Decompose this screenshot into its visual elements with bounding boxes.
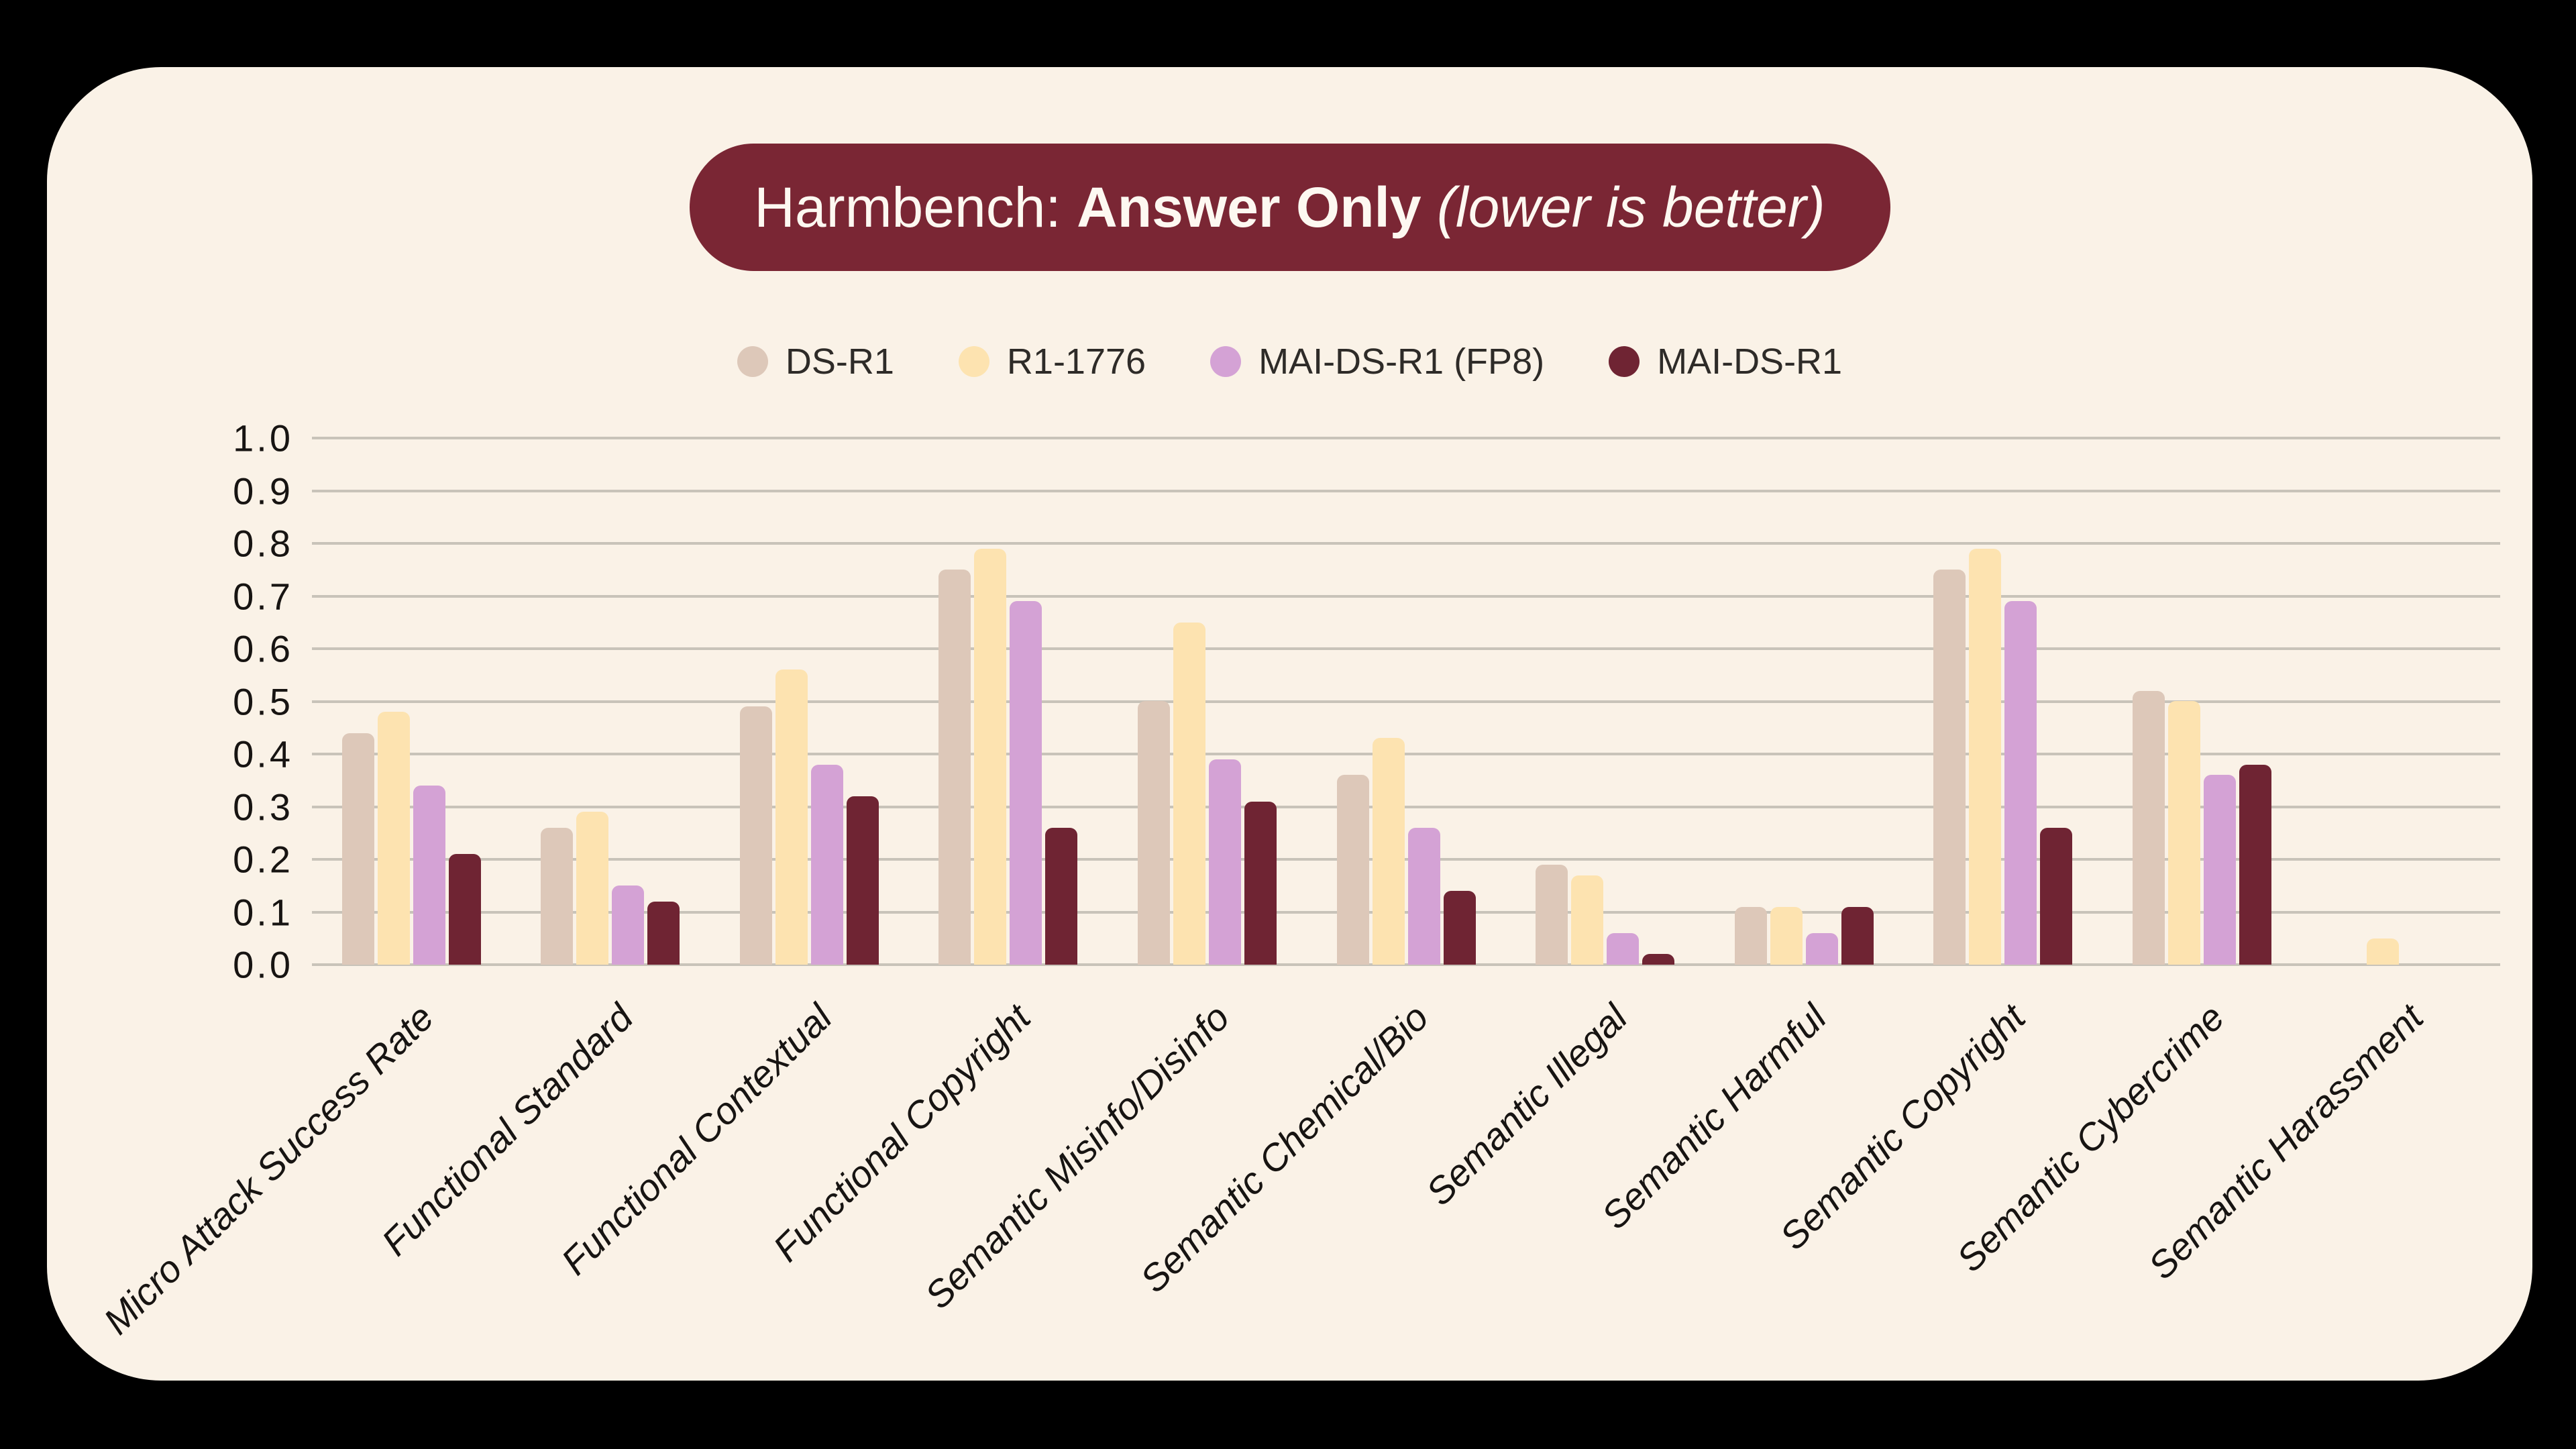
- r1-1776-bar: [1770, 907, 1803, 965]
- ds-r1-bar: [1336, 775, 1369, 965]
- ds-r1-bar: [541, 828, 574, 965]
- y-axis-tick: 0.7: [233, 575, 293, 618]
- gridline: [312, 595, 2500, 598]
- bar-group-semantic-illegal: [1505, 438, 1705, 965]
- y-axis-tick: 0.3: [233, 786, 293, 828]
- bar-group-semantic-cybercrime: [2102, 438, 2302, 965]
- y-axis-tick: 0.8: [233, 522, 293, 565]
- mai-ds-r1-fp8-bar: [413, 786, 445, 965]
- gridline: [312, 542, 2500, 545]
- legend-item-r1-1776: R1-1776: [958, 341, 1146, 382]
- bars-row: [312, 438, 2500, 965]
- bar-group-semantic-harassment: [2301, 438, 2500, 965]
- bar-group-semantic-misinfo-disinfo: [1108, 438, 1307, 965]
- y-axis-tick: 0.0: [233, 943, 293, 986]
- bar-group-functional-contextual: [710, 438, 909, 965]
- gridline: [312, 858, 2500, 861]
- mai-ds-r1-bar: [2239, 765, 2271, 965]
- mai-ds-r1-bar: [1642, 954, 1675, 965]
- r1-1776-bar: [775, 669, 808, 965]
- r1-1776-bar: [1173, 623, 1205, 965]
- mai-ds-r1-bar: [846, 796, 879, 965]
- r1-1776-bar: [377, 712, 410, 965]
- mai-ds-r1-fp8-bar: [1010, 601, 1042, 965]
- mai-ds-r1-fp8-bar: [612, 885, 645, 965]
- y-axis-tick: 0.4: [233, 733, 293, 775]
- chart-card: Harmbench: Answer Only (lower is better)…: [47, 67, 2532, 1381]
- r1-1776-bar: [2367, 938, 2400, 965]
- mai-ds-r1-fp8-bar: [1805, 933, 1838, 965]
- y-axis-tick: 0.6: [233, 627, 293, 670]
- plot-area: 1.0 0.9 0.8 0.7 0.6 0.5 0.4 0.3 0.2 0.1 0.0: [233, 417, 2500, 986]
- y-axis-tick: 1.0: [233, 417, 293, 460]
- bar-group-functional-copyright: [909, 438, 1108, 965]
- bar-group-micro-attack-success-rate: [312, 438, 511, 965]
- legend-marker-icon: [737, 346, 768, 377]
- mai-ds-r1-fp8-bar: [1407, 828, 1440, 965]
- r1-1776-bar: [1969, 549, 2002, 965]
- ds-r1-bar: [1536, 865, 1568, 965]
- mai-ds-r1-fp8-bar: [2203, 775, 2236, 965]
- chart-title-note: (lower is better): [1421, 175, 1825, 239]
- legend-item-mai-ds-r1: MAI-DS-R1: [1609, 341, 1842, 382]
- gridline: [312, 490, 2500, 492]
- ds-r1-bar: [739, 706, 772, 965]
- x-axis-labels: Micro Attack Success Rate Functional Stan…: [95, 965, 2500, 1367]
- y-axis-tick: 0.5: [233, 680, 293, 723]
- y-axis-tick: 0.2: [233, 838, 293, 881]
- mai-ds-r1-fp8-bar: [810, 765, 843, 965]
- ds-r1-bar: [341, 733, 374, 965]
- mai-ds-r1-bar: [1045, 828, 1078, 965]
- gridline: [312, 911, 2500, 914]
- legend-label: MAI-DS-R1 (FP8): [1258, 341, 1545, 382]
- mai-ds-r1-fp8-bar: [1208, 759, 1241, 965]
- gridline: [312, 753, 2500, 755]
- r1-1776-bar: [1372, 738, 1405, 965]
- mai-ds-r1-bar: [1443, 891, 1476, 965]
- ds-r1-bar: [1137, 701, 1170, 965]
- chart-title-emphasis: Answer Only: [1077, 175, 1421, 239]
- mai-ds-r1-bar: [647, 902, 680, 965]
- chart-title-prefix: Harmbench:: [754, 175, 1077, 239]
- legend-marker-icon: [1609, 346, 1640, 377]
- gridline: [312, 963, 2500, 966]
- mai-ds-r1-bar: [1841, 907, 1874, 965]
- legend-marker-icon: [1210, 346, 1242, 377]
- r1-1776-bar: [974, 549, 1007, 965]
- gridline: [312, 806, 2500, 808]
- y-axis-tick: 0.9: [233, 470, 293, 513]
- x-axis-label: Micro Attack Success Rate: [95, 996, 442, 1342]
- ds-r1-bar: [1933, 570, 1966, 965]
- legend-item-mai-ds-r1-fp8: MAI-DS-R1 (FP8): [1210, 341, 1544, 382]
- ds-r1-bar: [2132, 691, 2165, 965]
- legend: DS-R1 R1-1776 MAI-DS-R1 (FP8) MAI-DS-R1: [47, 341, 2532, 382]
- legend-item-ds-r1: DS-R1: [737, 341, 894, 382]
- r1-1776-bar: [576, 812, 609, 965]
- legend-label: DS-R1: [785, 341, 894, 382]
- gridline: [312, 437, 2500, 439]
- mai-ds-r1-bar: [1244, 802, 1277, 965]
- y-axis-tick: 0.1: [233, 891, 293, 934]
- bar-group-semantic-harmful: [1705, 438, 1904, 965]
- bar-group-functional-standard: [511, 438, 710, 965]
- r1-1776-bar: [2167, 701, 2200, 965]
- bar-group-semantic-chemical-bio: [1307, 438, 1506, 965]
- r1-1776-bar: [1571, 875, 1604, 965]
- gridline: [312, 647, 2500, 650]
- legend-label: MAI-DS-R1: [1657, 341, 1843, 382]
- mai-ds-r1-fp8-bar: [1607, 933, 1640, 965]
- ds-r1-bar: [1734, 907, 1767, 965]
- legend-label: R1-1776: [1006, 341, 1146, 382]
- mai-ds-r1-fp8-bar: [2004, 601, 2037, 965]
- ds-r1-bar: [938, 570, 971, 965]
- mai-ds-r1-bar: [448, 854, 481, 965]
- bar-group-semantic-copyright: [1903, 438, 2102, 965]
- gridline: [312, 700, 2500, 703]
- x-axis-label-slot: Semantic Harassment: [2140, 965, 2500, 1367]
- chart-title-pill: Harmbench: Answer Only (lower is better): [689, 144, 1890, 271]
- legend-marker-icon: [958, 346, 989, 377]
- mai-ds-r1-bar: [2040, 828, 2073, 965]
